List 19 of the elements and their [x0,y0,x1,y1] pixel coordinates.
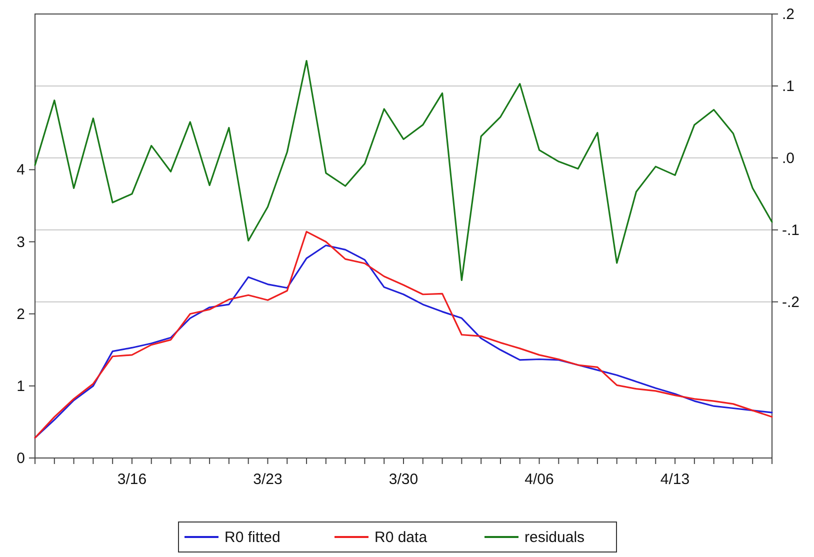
legend-label: R0 data [374,529,428,546]
y2-tick-label: -.1 [782,222,800,239]
legend-label: residuals [524,529,585,546]
y-tick-label: 1 [16,378,25,395]
y-tick-label: 2 [16,306,25,323]
legend-label: R0 fitted [224,529,280,546]
y-tick-label: 0 [16,450,25,467]
x-tick-label: 3/23 [253,471,282,488]
x-tick-label: 4/13 [660,471,690,488]
x-tick-label: 4/06 [524,471,554,488]
x-tick-label: 3/30 [388,471,418,488]
y-tick-label: 4 [16,162,25,179]
y2-tick-label: .2 [782,6,795,23]
y-tick-label: 3 [16,234,25,251]
line-series [34,60,773,282]
y2-tick-label: .0 [782,150,795,167]
x-tick-label: 3/16 [117,471,147,488]
y2-tick-label: .1 [782,78,795,95]
y2-tick-label: -.2 [782,294,800,311]
